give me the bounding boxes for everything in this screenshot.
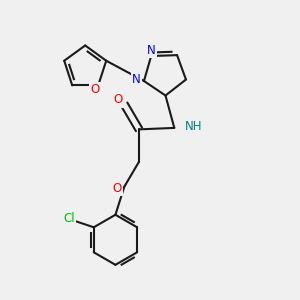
Text: Cl: Cl [63, 212, 74, 225]
Text: N: N [132, 73, 141, 86]
Text: N: N [147, 44, 155, 57]
Text: O: O [112, 182, 122, 195]
Text: NH: NH [184, 120, 202, 133]
Text: O: O [114, 93, 123, 106]
Text: O: O [91, 83, 100, 96]
